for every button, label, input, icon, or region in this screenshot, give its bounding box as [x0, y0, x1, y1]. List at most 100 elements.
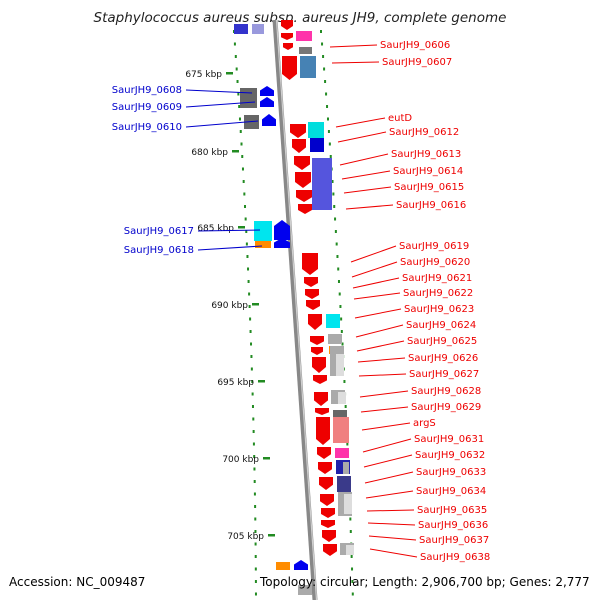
reverse-gene-label: SaurJH9_0632: [415, 450, 485, 461]
dotted-guide-right: [349, 517, 352, 521]
feature-box: [299, 47, 312, 54]
reverse-gene-label: SaurJH9_0620: [400, 257, 470, 268]
dotted-guide-left: [244, 205, 247, 208]
dotted-guide-right: [328, 142, 331, 146]
feature-box: [338, 392, 346, 404]
dotted-guide-left: [254, 580, 257, 583]
forward-label-connector: [197, 245, 263, 251]
reverse-label-connector: [363, 454, 413, 468]
reverse-gene-label: SaurJH9_0612: [389, 127, 459, 138]
dotted-guide-right: [351, 592, 354, 596]
dotted-guide-right: [335, 242, 338, 246]
reverse-gene-label: SaurJH9_0628: [411, 386, 481, 397]
dotted-guide-right: [322, 55, 325, 58]
dotted-guide-left: [247, 267, 250, 271]
reverse-label-connector: [351, 261, 398, 278]
reverse-label-connector: [329, 44, 378, 48]
feature-box: [312, 158, 332, 210]
dotted-guide-right: [349, 530, 352, 533]
reverse-label-connector: [341, 170, 391, 180]
dotted-guide-right: [350, 555, 353, 558]
reverse-gene-label: SaurJH9_0621: [402, 273, 472, 284]
dotted-guide-left: [248, 292, 251, 296]
feature-box: [333, 410, 347, 417]
dotted-guide-right: [320, 30, 322, 33]
gene-arrow-reverse: [281, 20, 293, 30]
gene-arrow-reverse: [294, 156, 310, 170]
feature-box: [326, 314, 340, 328]
reverse-gene-label: eutD: [388, 113, 412, 124]
scale-tick: [226, 72, 233, 75]
reverse-label-connector: [367, 522, 416, 526]
reverse-label-connector: [345, 204, 394, 210]
reverse-label-connector: [357, 357, 406, 363]
scale-tick: [263, 457, 270, 460]
reverse-label-connector: [337, 131, 387, 143]
dotted-guide-right: [321, 42, 324, 46]
gene-arrow-forward: [260, 97, 274, 107]
scale-tick: [252, 303, 259, 306]
dotted-guide-right: [334, 217, 337, 221]
gene-arrow-forward: [260, 86, 274, 96]
dotted-guide-right: [337, 280, 340, 283]
dotted-guide-right: [341, 342, 344, 346]
dotted-guide-right: [338, 292, 341, 296]
gene-arrow-forward: [262, 114, 276, 126]
forward-gene-label: SaurJH9_0608: [112, 85, 182, 96]
forward-gene-label: SaurJH9_0617: [124, 226, 194, 237]
gene-arrow-reverse: [283, 43, 293, 50]
feature-box: [344, 494, 352, 514]
reverse-gene-label: SaurJH9_0625: [407, 336, 477, 347]
feature-box: [240, 88, 257, 108]
dotted-guide-left: [251, 392, 254, 396]
gene-arrow-reverse: [311, 347, 323, 355]
dotted-guide-right: [337, 267, 340, 271]
accession-value: NC_009487: [76, 575, 146, 589]
gene-arrow-reverse: [319, 477, 333, 490]
dotted-guide-right: [333, 205, 336, 208]
dotted-guide-left: [250, 355, 253, 358]
forward-label-connector: [185, 89, 253, 94]
dotted-guide-right: [327, 130, 330, 133]
topology-value: circular: [319, 575, 365, 589]
gene-arrow-reverse: [302, 253, 318, 275]
reverse-gene-label: SaurJH9_0637: [419, 535, 489, 546]
scale-tick-label: 680 kbp: [191, 148, 228, 158]
dotted-guide-left: [253, 480, 256, 483]
reverse-label-connector: [331, 61, 380, 64]
dotted-guide-right: [325, 92, 328, 96]
forward-label-connector: [197, 229, 261, 232]
reverse-label-connector: [339, 153, 389, 166]
gene-arrow-reverse: [304, 277, 318, 287]
feature-box: [346, 545, 354, 555]
scale-tick: [232, 150, 239, 153]
forward-gene-label: SaurJH9_0609: [112, 102, 182, 113]
feature-box: [308, 122, 324, 138]
reverse-label-connector: [366, 509, 415, 512]
feature-box: [254, 221, 272, 241]
dotted-guide-left: [249, 330, 252, 333]
scale-tick: [268, 534, 275, 537]
dotted-guide-left: [250, 342, 253, 346]
dotted-guide-left: [251, 380, 254, 383]
gene-arrow-reverse: [313, 375, 327, 384]
genes-value: 2,777: [555, 575, 590, 589]
dotted-guide-left: [233, 42, 236, 46]
dotted-guide-left: [235, 67, 238, 71]
scale-tick-label: 685 kbp: [197, 224, 234, 234]
feature-box: [310, 138, 324, 152]
dotted-guide-right: [326, 117, 329, 121]
genome-backbone: [272, 19, 318, 600]
dotted-guide-left: [240, 142, 243, 146]
reverse-label-connector: [368, 535, 417, 541]
gene-arrow-reverse: [292, 139, 306, 153]
gene-arrow-reverse: [321, 508, 335, 518]
dotted-guide-left: [254, 542, 257, 546]
scale-tick-label: 690 kbp: [211, 301, 248, 311]
dotted-guide-right: [340, 317, 343, 321]
gene-arrow-reverse: [306, 300, 320, 310]
gene-arrow-reverse: [310, 336, 324, 345]
gene-arrow-reverse: [315, 408, 329, 415]
dotted-guide-right: [329, 155, 332, 158]
